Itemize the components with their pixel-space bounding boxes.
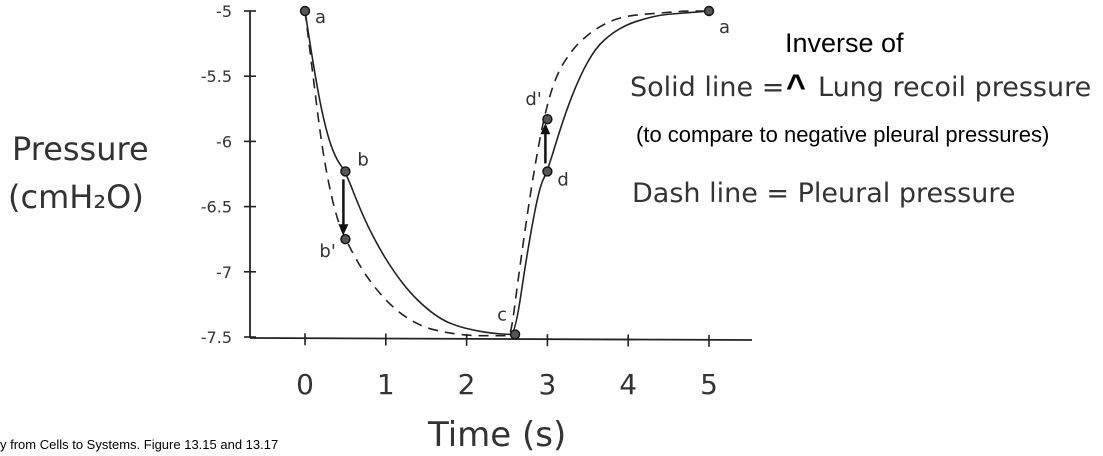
series-group [304,10,710,337]
arrow-group [338,123,551,236]
data-point-a [299,5,311,17]
x-tick-label: 3 [538,368,556,401]
solid-line-series [304,10,710,336]
y-tick-labels: -5 -5.5 -6 -6.5 -7 -7.5 [201,2,256,347]
point-label: b [357,149,368,170]
point-group: a b b' c d d' a [299,5,730,340]
y-axis-label-line2: (cmH₂O) [8,178,144,216]
legend-caret: ^ [786,68,806,106]
point-label: a [315,7,326,28]
point-label: c [497,304,507,325]
arrow-head [338,224,349,236]
legend-dash-label: Dash line = Pleural pressure [632,178,1015,209]
x-axis [249,337,753,341]
point-label: b' [319,241,335,262]
figure-caption: y from Cells to Systems. Figure 13.15 an… [0,437,278,452]
data-point-a [703,5,715,17]
x-tick-label: 4 [619,368,637,401]
y-tick-label: -7.5 [201,328,232,347]
x-axis-label: Time (s) [427,415,566,455]
point-label: d [557,169,568,190]
y-tick-label: -6 [216,132,232,151]
arrow-head [540,123,551,135]
legend-solid-label: Solid line = [630,72,784,103]
data-point-bprime [340,233,351,245]
x-tick-label: 2 [458,368,476,401]
data-point-c [509,329,521,340]
legend-inverse-of: Inverse of [785,28,904,58]
point-label: a [719,17,730,38]
x-tick-label: 5 [700,368,718,401]
y-tick-label: -6.5 [201,198,232,217]
legend-solid-desc: Lung recoil pressure [818,72,1091,103]
y-axis-label-line1: Pressure [12,130,149,168]
y-tick-label: -5 [216,2,232,21]
data-point-b [340,166,351,177]
legend-note: (to compare to negative pleural pressure… [636,122,1049,147]
y-tick-label: -5.5 [201,67,232,86]
x-tick-label: 0 [296,368,314,401]
data-point-d [542,166,553,177]
dash-line-series [304,10,709,337]
data-point-dprime [542,114,553,125]
point-label: d' [525,89,541,110]
x-tick-label: 1 [377,368,395,401]
y-tick-label: -7 [216,263,232,282]
x-tick-labels: 0 1 2 3 4 5 [296,333,718,401]
